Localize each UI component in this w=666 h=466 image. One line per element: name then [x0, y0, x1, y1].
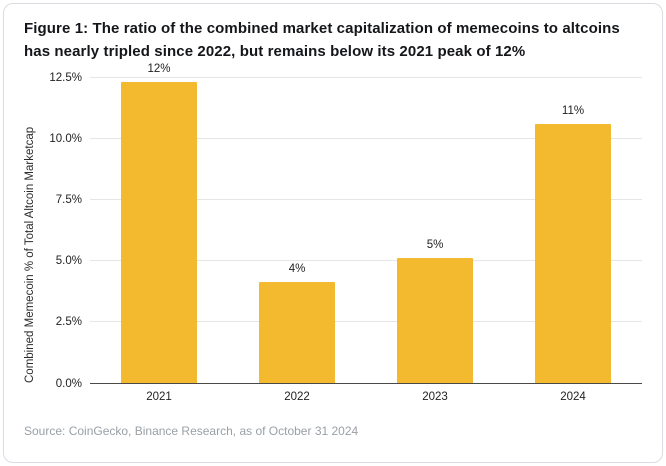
y-axis-ticks: 0.0% 2.5% 5.0% 7.5% 10.0% 12.5%: [42, 72, 90, 390]
x-tick-label: 2022: [284, 390, 310, 403]
gridline: [90, 259, 642, 261]
y-tick-label: 2.5%: [55, 316, 82, 329]
bar-value-label: 11%: [561, 104, 585, 117]
bar-chart: Combined Memecoin % of Total Altcoin Mar…: [24, 63, 642, 410]
y-tick-label: 12.5%: [49, 71, 82, 84]
bar-value-label: 4%: [288, 263, 306, 276]
gridline: [90, 320, 642, 322]
bar-2024: [535, 123, 611, 383]
bar-2023: [397, 258, 473, 383]
gridline: [90, 137, 642, 139]
bar-2021: [121, 82, 197, 383]
x-tick-label: 2024: [560, 390, 586, 403]
gridline: [90, 198, 642, 200]
figure-card: Figure 1: The ratio of the combined mark…: [3, 3, 663, 463]
figure-title: Figure 1: The ratio of the combined mark…: [24, 20, 620, 61]
x-tick-label: 2021: [146, 390, 172, 403]
bar-2022: [259, 282, 335, 383]
y-tick-label: 5.0%: [55, 255, 82, 268]
source-note: Source: CoinGecko, Binance Research, as …: [24, 423, 359, 438]
y-tick-label: 7.5%: [55, 193, 82, 206]
plot-outer: 0.0% 2.5% 5.0% 7.5% 10.0% 12.5% 12% 2021 4% 2022…: [42, 63, 642, 410]
y-axis-title: Combined Memecoin % of Total Altcoin Mar…: [24, 126, 36, 383]
bar-value-label: 5%: [426, 239, 444, 252]
plot-area: 12% 2021 4% 2022 5% 2023 11% 2024: [90, 63, 642, 403]
x-tick-label: 2023: [422, 390, 448, 403]
gridline: [90, 76, 642, 78]
bar-value-label: 12%: [147, 63, 171, 76]
y-tick-label: 0.0%: [55, 377, 82, 390]
y-tick-label: 10.0%: [49, 132, 82, 145]
